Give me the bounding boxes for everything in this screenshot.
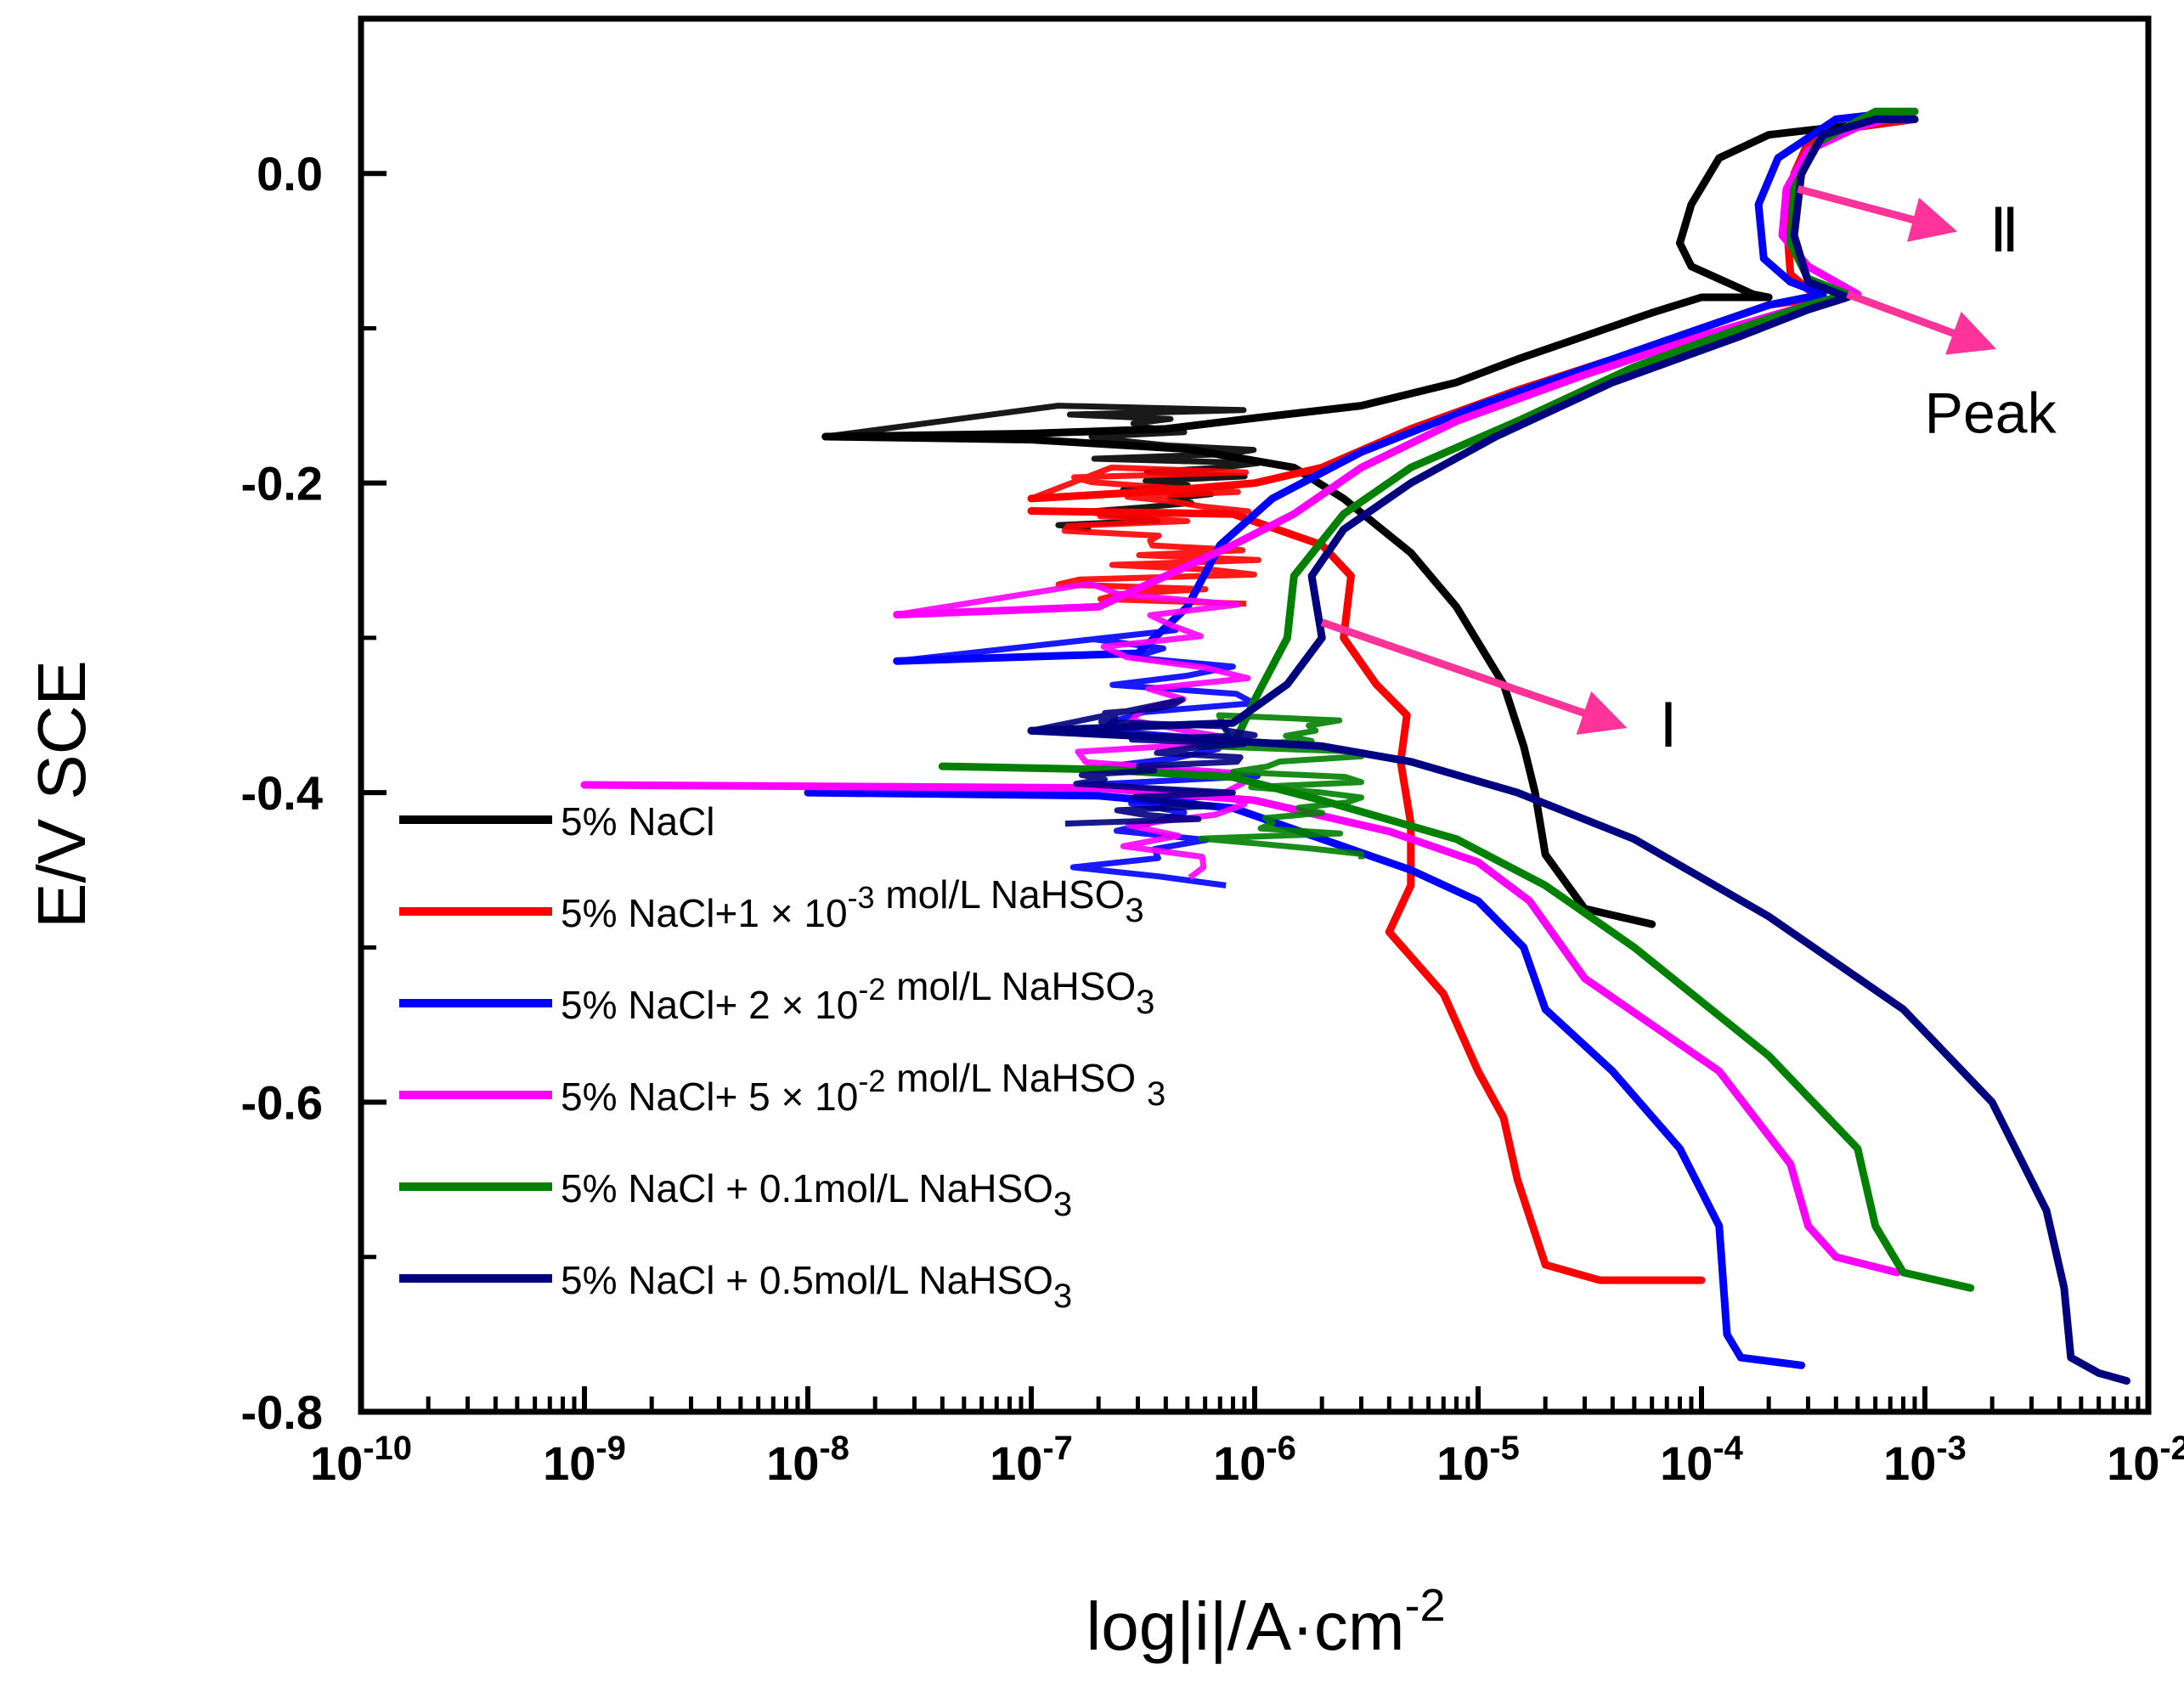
- annotation-label-2: Peak: [1925, 381, 2057, 446]
- x-tick-label-8: 10-2: [2107, 1430, 2184, 1490]
- legend-label-part: -2: [858, 1064, 885, 1098]
- x-tick-label-4: 10-6: [1213, 1430, 1296, 1490]
- legend-label-part: 5% NaCl+ 2 × 10: [561, 983, 858, 1027]
- legend-label-1: 5% NaCl+1 × 10-3 mol/L NaHSO3: [561, 872, 1144, 935]
- x-tick-label-3: 10-7: [990, 1430, 1073, 1490]
- legend-label-part: 3: [1053, 1186, 1072, 1223]
- series-0-noise: [825, 403, 1261, 533]
- x-tick-exp: -4: [1713, 1430, 1743, 1467]
- legend-label-5: 5% NaCl + 0.5mol/L NaHSO3: [561, 1258, 1072, 1315]
- x-tick-base: 10: [1883, 1436, 1936, 1490]
- legend-label-part: 5% NaCl+1 × 10: [561, 891, 848, 935]
- legend-label-0: 5% NaCl: [561, 799, 715, 844]
- x-tick-base: 10: [1436, 1436, 1489, 1490]
- legend-label-part: mol/L NaHSO: [885, 1056, 1147, 1100]
- legend-label-part: 3: [1125, 892, 1143, 929]
- series-1-noise: [1030, 464, 1261, 607]
- y-tick-label-1: -0.2: [241, 457, 324, 511]
- axis-ticks: 0.0-0.2-0.4-0.6-0.810-10 10-9 10-8 10-7 10-6…: [241, 16, 2184, 1490]
- series-5-cathodic: [1027, 726, 2130, 1385]
- x-tick-base: 10: [1660, 1436, 1713, 1490]
- annotation-arrow-1: [1797, 185, 1958, 242]
- x-tick-base: 10: [2107, 1436, 2159, 1490]
- legend-label-3: 5% NaCl+ 5 × 10-2 mol/L NaHSO 3: [561, 1056, 1165, 1119]
- series-5-anodic: [1027, 115, 1919, 735]
- series-2-cathodic: [804, 788, 1806, 1369]
- x-tick-label-1: 10-9: [543, 1430, 626, 1490]
- series-0-anodic: [821, 115, 1919, 441]
- legend-label-part: 3: [1147, 1075, 1165, 1113]
- y-tick-label-2: -0.4: [241, 766, 324, 820]
- x-tick-label-7: 10-3: [1883, 1430, 1967, 1490]
- x-tick-label-5: 10-5: [1436, 1430, 1520, 1490]
- series-4-noise: [1195, 712, 1364, 860]
- annotation-label-0: Ⅰ: [1659, 692, 1677, 760]
- legend-label-2: 5% NaCl+ 2 × 10-2 mol/L NaHSO3: [561, 964, 1154, 1027]
- y-tick-label-3: -0.6: [241, 1076, 324, 1130]
- x-tick-base: 10: [990, 1436, 1042, 1490]
- x-tick-exp: -9: [595, 1430, 626, 1467]
- legend-label-part: 3: [1053, 1278, 1072, 1315]
- legend-label-part: -3: [848, 880, 875, 915]
- annotation-label-1: Ⅱ: [1989, 197, 2019, 265]
- x-axis-title: log|i|/A·cm-2: [1086, 1580, 1446, 1664]
- x-tick-base: 10: [766, 1436, 819, 1490]
- x-tick-label-6: 10-4: [1660, 1430, 1744, 1490]
- y-tick-label-4: -0.8: [241, 1385, 324, 1439]
- series-layer: [580, 107, 2130, 1385]
- x-tick-exp: -5: [1489, 1430, 1520, 1467]
- annotation-layer: Ⅰ Ⅱ Peak: [1320, 185, 2057, 760]
- x-tick-base: 10: [1213, 1436, 1266, 1490]
- series-4-cathodic: [938, 762, 1975, 1292]
- legend-label-part: mol/L NaHSO: [885, 964, 1136, 1008]
- x-tick-base: 10: [310, 1436, 363, 1490]
- legend-label-part: 5% NaCl+ 5 × 10: [561, 1075, 858, 1119]
- x-tick-exp: -2: [2159, 1430, 2184, 1467]
- x-tick-label-2: 10-8: [766, 1430, 849, 1490]
- x-tick-exp: -7: [1042, 1430, 1073, 1467]
- x-axis-title-main: log|i|/A·cm: [1086, 1588, 1405, 1664]
- legend-label-part: 5% NaCl + 0.1mol/L NaHSO: [561, 1166, 1053, 1210]
- x-tick-exp: -10: [363, 1430, 412, 1467]
- x-axis-title-exp: -2: [1404, 1580, 1445, 1631]
- x-tick-base: 10: [543, 1436, 595, 1490]
- x-tick-exp: -6: [1266, 1430, 1296, 1467]
- y-axis-title: E/V SCE: [24, 660, 99, 928]
- series-5-noise: [1030, 697, 1258, 827]
- legend-label-part: 5% NaCl + 0.5mol/L NaHSO: [561, 1258, 1053, 1302]
- series-2-anodic: [893, 107, 1907, 665]
- annotation-arrow-2: [1846, 291, 1997, 355]
- plot-frame: [358, 15, 2152, 1415]
- x-tick-exp: -8: [819, 1430, 849, 1467]
- legend-label-part: -2: [858, 972, 885, 1007]
- legend-label-4: 5% NaCl + 0.1mol/L NaHSO3: [561, 1166, 1072, 1223]
- legend-label-part: 5% NaCl: [561, 799, 715, 844]
- x-tick-exp: -3: [1936, 1430, 1967, 1467]
- x-tick-label-0: 10-10: [310, 1430, 412, 1490]
- series-3-anodic: [893, 107, 1919, 619]
- series-1-cathodic: [1027, 507, 1706, 1284]
- annotation-arrow-0: [1320, 618, 1628, 735]
- legend-label-part: 3: [1136, 984, 1154, 1021]
- y-tick-label-0: 0.0: [257, 147, 323, 200]
- legend-label-part: mol/L NaHSO: [875, 872, 1126, 917]
